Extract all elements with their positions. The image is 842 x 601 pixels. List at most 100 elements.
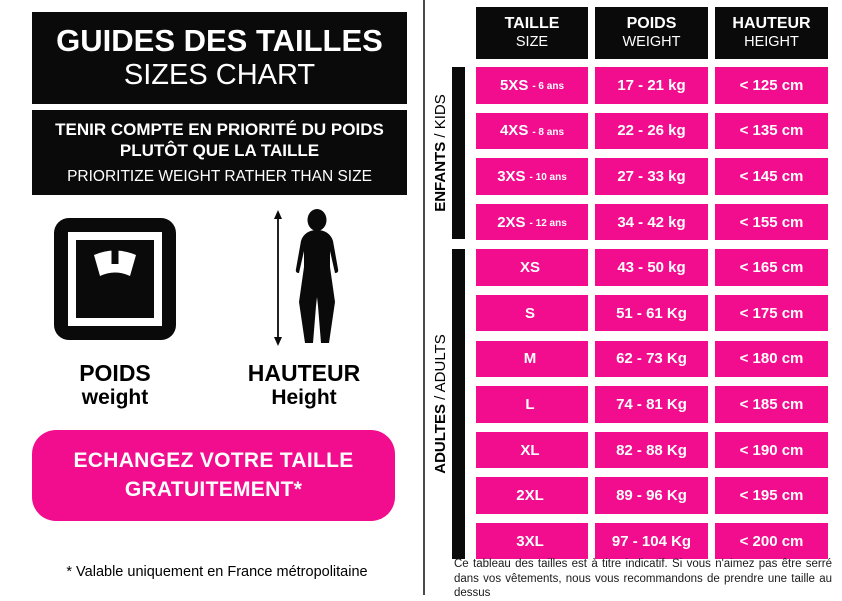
height-legend: HAUTEUR Height (243, 360, 365, 411)
header-weight-fr: POIDS (626, 15, 677, 33)
weight-cell: 62 - 73 Kg (595, 340, 708, 378)
size-cell: 2XL (476, 477, 588, 514)
height-cell: < 175 cm (715, 294, 828, 332)
weight-cell: 97 - 104 Kg (595, 522, 708, 560)
table-row: XL 82 - 88 Kg < 190 cm (476, 431, 828, 469)
table-row: 2XL 89 - 96 Kg < 195 cm (476, 477, 828, 514)
size-value: 5XS (499, 76, 529, 94)
weight-cell: 89 - 96 Kg (595, 477, 708, 514)
size-value: L (525, 395, 535, 413)
size-value: 2XL (516, 487, 544, 505)
person-height-icon (274, 209, 339, 346)
header-size: TAILLE SIZE (476, 7, 588, 59)
page-title-fr: GUIDES DES TAILLES (56, 22, 383, 58)
size-value: 3XL (516, 532, 544, 550)
bathroom-scale-icon (54, 218, 176, 340)
exchange-line2: GRATUITEMENT* (124, 477, 303, 501)
size-cell: 4XS - 8 ans (476, 112, 588, 150)
title-banner: GUIDES DES TAILLES SIZES CHART (32, 12, 407, 104)
header-size-fr: TAILLE (504, 15, 560, 33)
size-cell: 3XL (476, 522, 588, 560)
free-exchange-banner: ECHANGEZ VOTRE TAILLE GRATUITEMENT* (32, 430, 395, 521)
notice-fr-line1: TENIR COMPTE EN PRIORITÉ DU POIDS (55, 119, 384, 139)
footnote: * Valable uniquement en France métropoli… (66, 564, 368, 580)
weight-cell: 27 - 33 kg (595, 158, 708, 195)
weight-cell: 82 - 88 Kg (595, 431, 708, 469)
size-cell: M (476, 340, 588, 378)
size-cell: XS (476, 249, 588, 286)
table-row: L 74 - 81 Kg < 185 cm (476, 386, 828, 423)
size-value: 2XS (497, 213, 526, 231)
height-cell: < 145 cm (715, 158, 828, 195)
table-row: 2XS - 12 ans 34 - 42 kg < 155 cm (476, 203, 828, 241)
kids-group-label: ENFANTS / KIDS (431, 68, 449, 238)
header-weight: POIDS WEIGHT (595, 7, 708, 59)
table-row: 5XS - 6 ans 17 - 21 kg < 125 cm (476, 67, 828, 104)
weight-cell: 43 - 50 kg (595, 249, 708, 286)
size-value: S (524, 304, 535, 322)
height-cell: < 135 cm (715, 112, 828, 150)
height-legend-fr: HAUTEUR (247, 360, 361, 386)
adults-label-en: / ADULTS (431, 334, 449, 400)
size-value: 4XS (499, 122, 529, 140)
size-value: XL (520, 441, 540, 459)
age-value: - 12 ans (529, 218, 567, 230)
exchange-line1: ECHANGEZ VOTRE TAILLE (73, 449, 354, 473)
height-cell: < 195 cm (715, 477, 828, 514)
height-cell: < 155 cm (715, 203, 828, 241)
height-cell: < 125 cm (715, 67, 828, 104)
table-header-row: TAILLE SIZE POIDS WEIGHT HAUTEUR HEIGHT (476, 7, 828, 59)
size-value: M (523, 350, 537, 368)
size-cell: 2XS - 12 ans (476, 203, 588, 241)
header-height-fr: HAUTEUR (732, 15, 811, 33)
weight-legend-en: weight (81, 386, 149, 410)
table-row: 4XS - 8 ans 22 - 26 kg < 135 cm (476, 112, 828, 150)
height-cell: < 190 cm (715, 431, 828, 469)
table-row: XS 43 - 50 kg < 165 cm (476, 249, 828, 286)
size-cell: S (476, 294, 588, 332)
double-arrow-vertical-icon (274, 210, 282, 346)
size-cell: L (476, 386, 588, 423)
weight-cell: 17 - 21 kg (595, 67, 708, 104)
person-silhouette (295, 209, 339, 343)
header-weight-en: WEIGHT (622, 33, 681, 50)
height-cell: < 180 cm (715, 340, 828, 378)
weight-cell: 22 - 26 kg (595, 112, 708, 150)
adults-label-fr: ADULTES (431, 404, 449, 474)
height-cell: < 185 cm (715, 386, 828, 423)
table-row: S 51 - 61 Kg < 175 cm (476, 294, 828, 332)
notice-en: PRIORITIZE WEIGHT RATHER THAN SIZE (67, 168, 372, 186)
priority-notice-banner: TENIR COMPTE EN PRIORITÉ DU POIDS PLUTÔT… (32, 110, 407, 195)
kids-label-fr: ENFANTS (431, 141, 449, 212)
height-cell: < 200 cm (715, 522, 828, 560)
age-value: - 10 ans (529, 172, 567, 184)
table-body: 5XS - 6 ans 17 - 21 kg < 125 cm 4XS - 8 … (476, 67, 828, 569)
weight-cell: 51 - 61 Kg (595, 294, 708, 332)
size-value: XS (519, 259, 540, 277)
size-cell: XL (476, 431, 588, 469)
table-disclaimer: Ce tableau des tailles est à titre indic… (454, 558, 832, 600)
age-value: - 6 ans (532, 81, 565, 93)
header-height: HAUTEUR HEIGHT (715, 7, 828, 59)
adults-group-label: ADULTES / ADULTS (431, 304, 449, 504)
header-height-en: HEIGHT (744, 33, 799, 50)
weight-legend-fr: POIDS (79, 360, 151, 386)
table-row: 3XL 97 - 104 Kg < 200 cm (476, 522, 828, 560)
kids-label-en: / KIDS (431, 94, 449, 138)
weight-cell: 34 - 42 kg (595, 203, 708, 241)
height-legend-en: Height (271, 386, 337, 410)
age-value: - 8 ans (532, 126, 565, 138)
table-row: 3XS - 10 ans 27 - 33 kg < 145 cm (476, 158, 828, 195)
table-row: M 62 - 73 Kg < 180 cm (476, 340, 828, 378)
size-cell: 3XS - 10 ans (476, 158, 588, 195)
weight-legend: POIDS weight (54, 360, 176, 411)
height-cell: < 165 cm (715, 249, 828, 286)
size-cell: 5XS - 6 ans (476, 67, 588, 104)
page-title-en: SIZES CHART (123, 59, 316, 92)
header-size-en: SIZE (515, 33, 549, 50)
vertical-divider (423, 0, 425, 595)
notice-fr-line2: PLUTÔT QUE LA TAILLE (119, 141, 320, 160)
kids-group-bar (452, 67, 465, 239)
weight-cell: 74 - 81 Kg (595, 386, 708, 423)
adults-group-bar (452, 249, 465, 559)
